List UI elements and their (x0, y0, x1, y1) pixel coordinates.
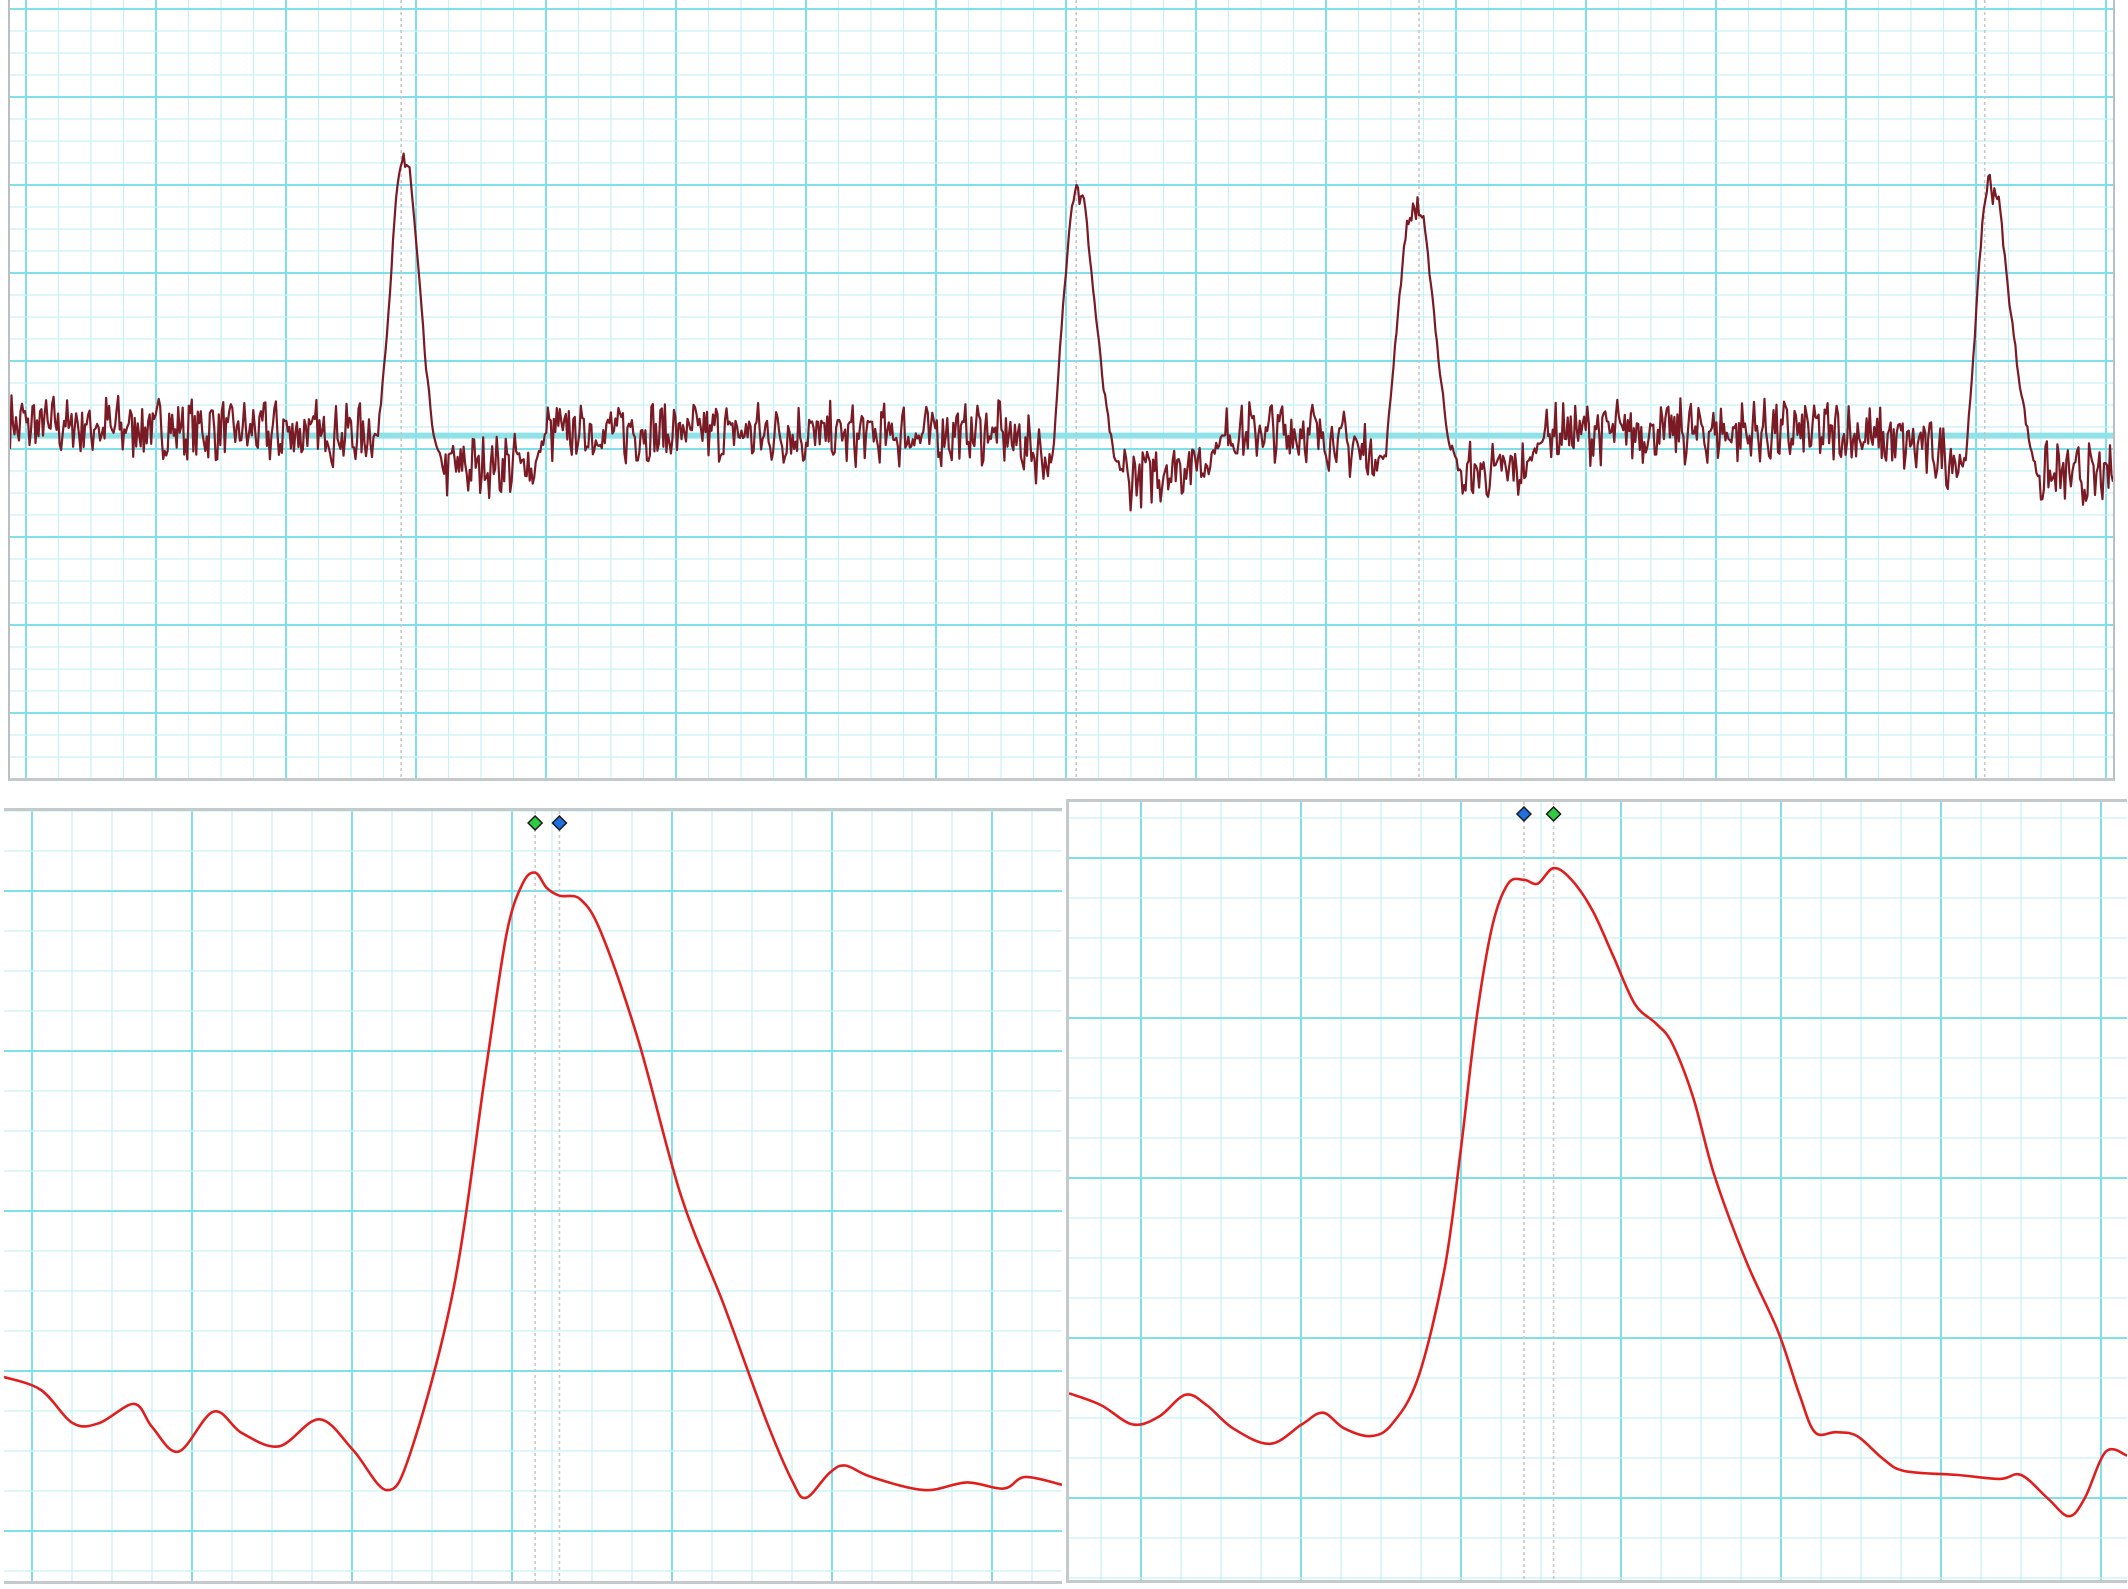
zoom-left-chart (4, 811, 1062, 1581)
marker-green-diamond[interactable] (1545, 805, 1562, 823)
ecg-trace (10, 152, 2113, 512)
grid (1069, 802, 2127, 1580)
marker-green-diamond[interactable] (527, 814, 544, 832)
zoom-right-chart (1069, 802, 2127, 1580)
marker-blue-diamond[interactable] (1515, 805, 1533, 823)
zoom-left-panel[interactable] (4, 808, 1062, 1584)
marker-blue-diamond[interactable] (551, 814, 568, 832)
zoom-right-panel[interactable] (1066, 799, 2127, 1583)
ecg-zoom-trace (1069, 866, 2127, 1518)
grid (4, 811, 1062, 1581)
ecg-zoom-trace (4, 871, 1062, 1500)
overview-strip-panel[interactable] (8, 0, 2115, 781)
grid (10, 0, 2113, 778)
overview-strip-chart (10, 0, 2113, 778)
